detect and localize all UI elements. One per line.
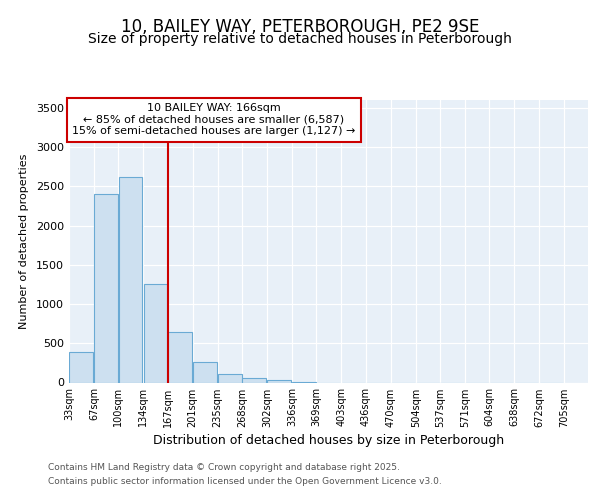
Bar [94,194,118,382]
Text: Size of property relative to detached houses in Peterborough: Size of property relative to detached ho… [88,32,512,46]
Bar [143,284,167,382]
Bar [218,374,242,382]
X-axis label: Distribution of detached houses by size in Peterborough: Distribution of detached houses by size … [153,434,504,446]
Bar [119,177,142,382]
Bar [193,362,217,382]
Text: 10, BAILEY WAY, PETERBOROUGH, PE2 9SE: 10, BAILEY WAY, PETERBOROUGH, PE2 9SE [121,18,479,36]
Bar [168,332,191,382]
Text: 10 BAILEY WAY: 166sqm
← 85% of detached houses are smaller (6,587)
15% of semi-d: 10 BAILEY WAY: 166sqm ← 85% of detached … [73,103,356,136]
Text: Contains public sector information licensed under the Open Government Licence v3: Contains public sector information licen… [48,478,442,486]
Bar [242,378,266,382]
Y-axis label: Number of detached properties: Number of detached properties [19,154,29,329]
Bar [69,352,93,382]
Text: Contains HM Land Registry data © Crown copyright and database right 2025.: Contains HM Land Registry data © Crown c… [48,462,400,471]
Bar [268,380,291,382]
